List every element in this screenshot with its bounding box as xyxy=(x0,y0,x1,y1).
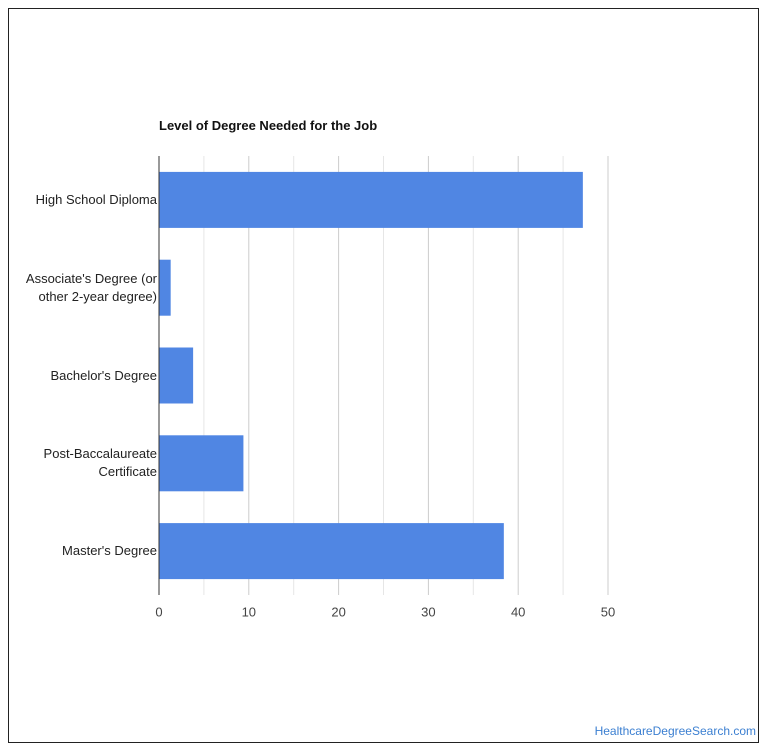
source-link[interactable]: HealthcareDegreeSearch.com xyxy=(594,724,756,738)
chart-title: Level of Degree Needed for the Job xyxy=(159,118,378,133)
bar xyxy=(159,347,194,404)
x-tick-label: 50 xyxy=(601,604,615,619)
bar xyxy=(159,435,244,492)
y-tick-label: Associate's Degree (or other 2-year degr… xyxy=(25,270,157,304)
y-tick-label: Bachelor's Degree xyxy=(50,367,157,383)
x-tick-label: 0 xyxy=(155,604,162,619)
x-tick-label: 20 xyxy=(331,604,345,619)
y-tick-label: High School Diploma xyxy=(35,191,157,207)
y-tick-label: Master's Degree xyxy=(62,543,157,559)
x-tick-label: 10 xyxy=(242,604,256,619)
frame xyxy=(8,8,759,743)
x-tick-label: 40 xyxy=(511,604,525,619)
bar xyxy=(159,171,583,228)
y-tick-label: Post-Baccalaureate Certificate xyxy=(43,446,157,480)
bar xyxy=(159,259,171,316)
bar xyxy=(159,523,504,580)
x-tick-label: 30 xyxy=(421,604,435,619)
